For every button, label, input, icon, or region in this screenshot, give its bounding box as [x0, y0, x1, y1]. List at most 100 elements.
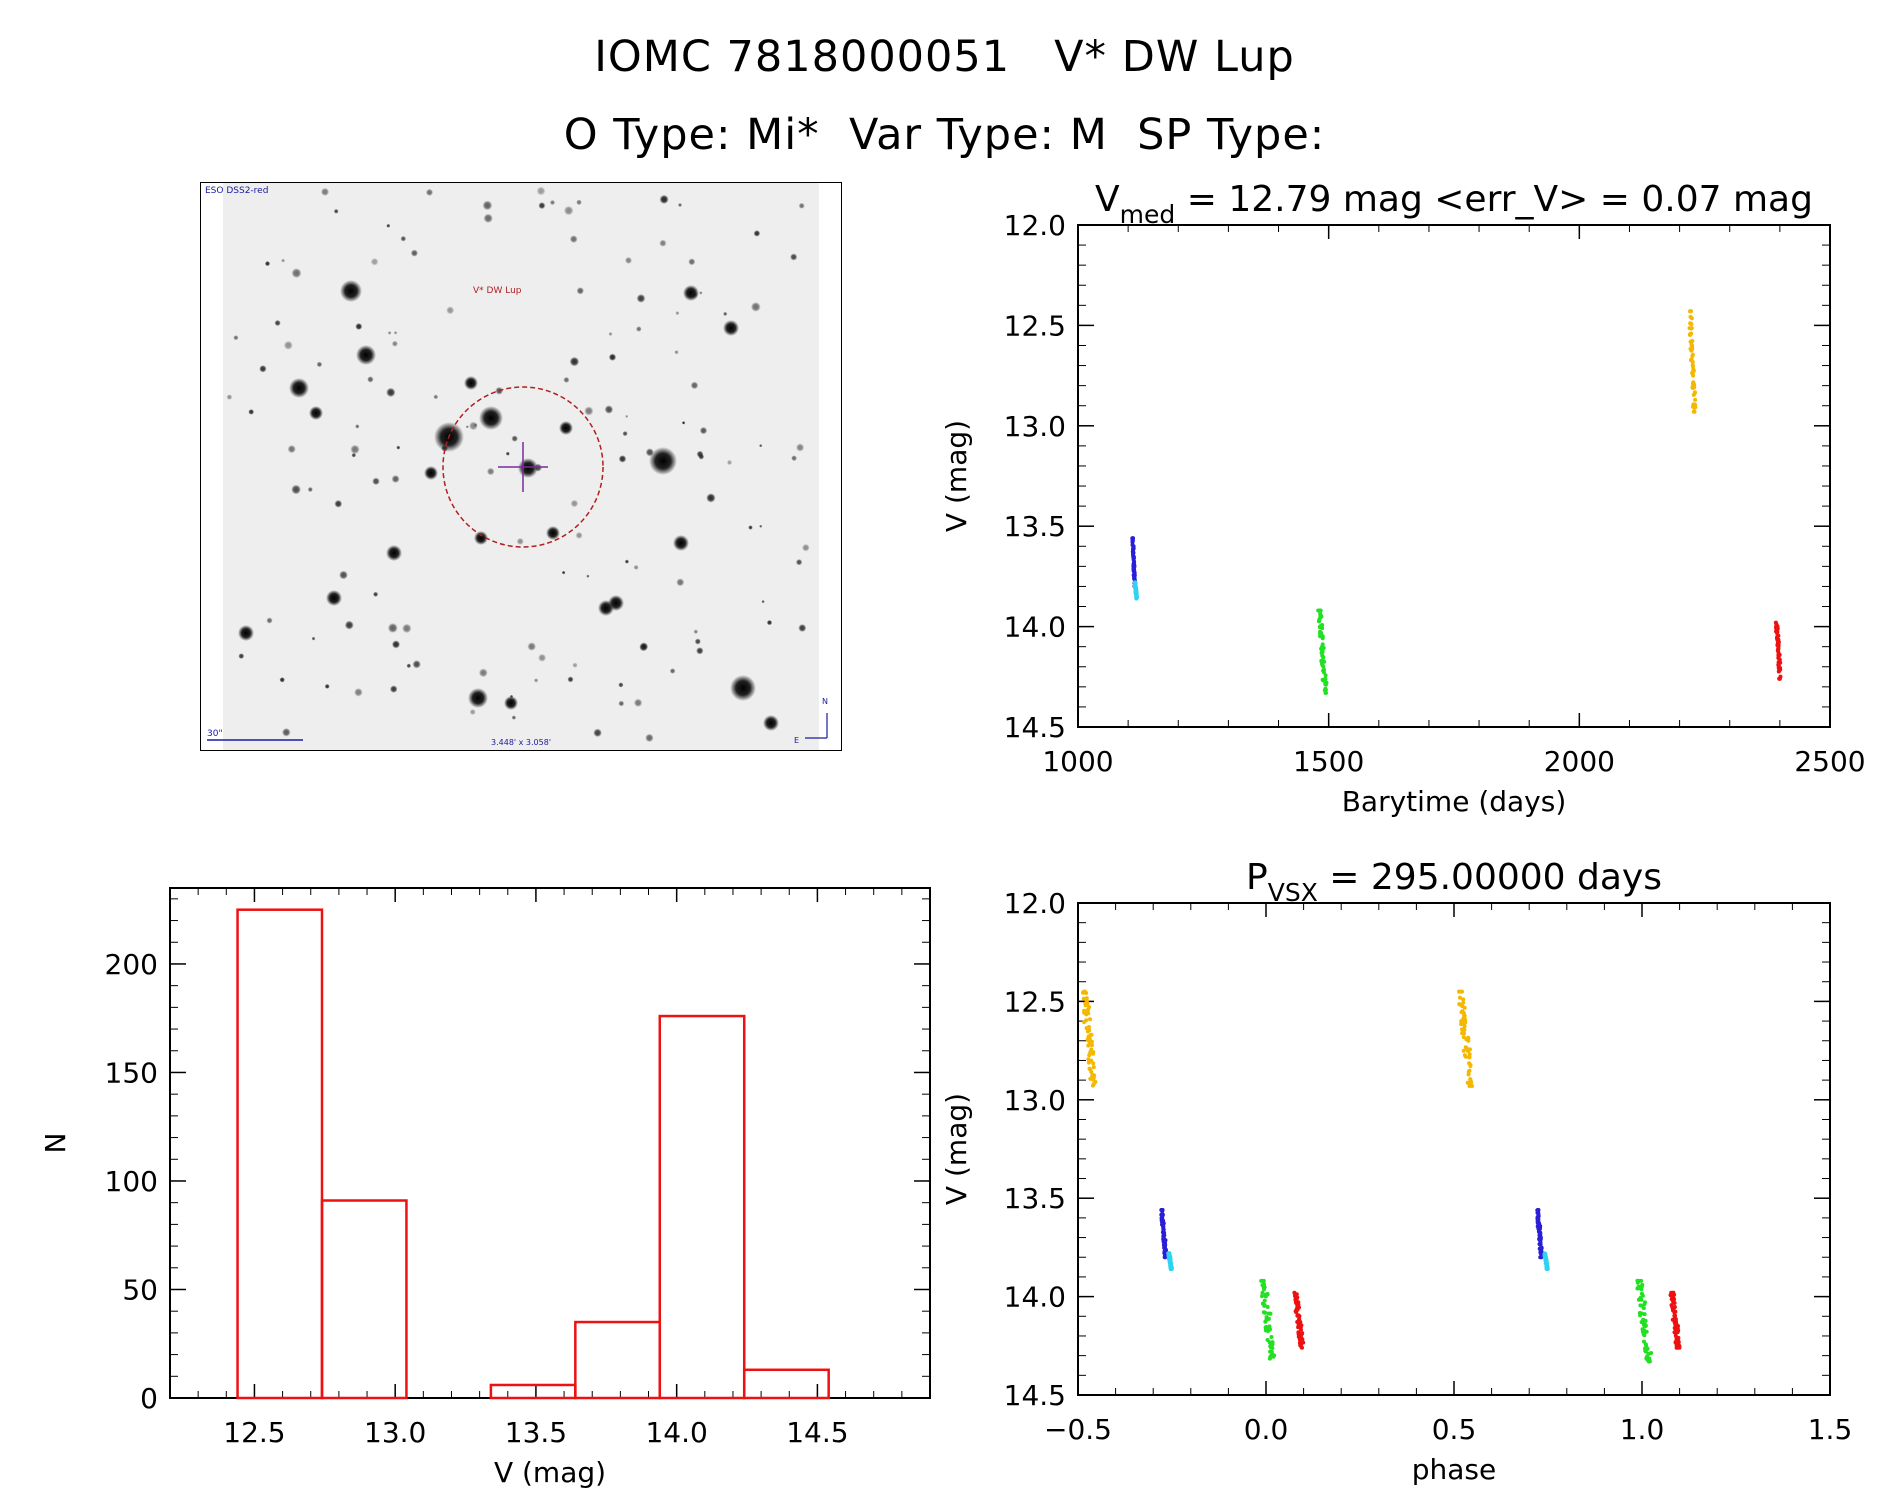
star: [367, 376, 374, 383]
star: [309, 406, 323, 420]
data-series: [1081, 989, 1098, 1088]
star: [527, 642, 536, 651]
data-point: [1688, 309, 1693, 314]
star: [391, 340, 398, 347]
data-point: [1470, 1084, 1474, 1088]
data-point: [1690, 343, 1695, 348]
data-point: [1323, 673, 1328, 678]
data-point: [1091, 1051, 1095, 1056]
data-point: [1088, 1076, 1093, 1081]
star: [291, 484, 301, 495]
data-point: [1084, 996, 1089, 1001]
x-tick-label: 1500: [1293, 745, 1364, 778]
data-point: [1689, 331, 1693, 336]
data-point: [1131, 555, 1136, 560]
star: [372, 477, 380, 486]
data-point: [1643, 1349, 1648, 1354]
y-tick-label: 100: [105, 1165, 158, 1198]
figure-title: IOMC 7818000051 V* DW Lup: [594, 32, 1295, 82]
star: [516, 537, 524, 545]
data-point: [1545, 1265, 1550, 1270]
data-point: [1676, 1340, 1681, 1345]
star: [673, 535, 689, 551]
data-point: [1320, 653, 1325, 658]
data-point: [1468, 1063, 1473, 1067]
data-point: [1162, 1249, 1167, 1254]
star: [696, 647, 704, 655]
data-point: [1132, 559, 1137, 564]
star: [575, 531, 583, 539]
data-point: [1777, 676, 1782, 681]
target-circle: [442, 386, 604, 548]
lightcurve-plot: 1000 1500 2000 2500 12.0 12.5 13.0 13.5 14.0 14.5…: [940, 179, 1866, 818]
star: [633, 698, 643, 707]
data-point: [1131, 550, 1136, 555]
data-series: [1773, 620, 1783, 681]
data-point: [1267, 1324, 1272, 1329]
data-series: [1542, 1251, 1550, 1271]
x-axis-label: Barytime (days): [1342, 785, 1567, 818]
x-tick-label: 1.0: [1620, 1413, 1665, 1446]
star: [536, 186, 546, 196]
data-point: [1090, 1073, 1095, 1078]
star: [354, 688, 363, 697]
star: [391, 475, 400, 483]
star: [636, 294, 646, 303]
data-point: [1538, 1251, 1543, 1256]
star: [289, 378, 309, 398]
star: [766, 619, 773, 626]
star: [538, 653, 547, 662]
data-point: [1323, 686, 1328, 691]
star: [608, 353, 617, 361]
data-point: [1295, 1313, 1300, 1318]
data-point: [1689, 348, 1694, 353]
data-point: [1082, 1008, 1087, 1013]
data-point: [1086, 1011, 1091, 1016]
data-point: [1457, 989, 1461, 994]
x-tick-label: 1000: [1042, 745, 1113, 778]
data-point: [1299, 1323, 1304, 1328]
x-tick-label: 13.0: [364, 1416, 426, 1449]
data-point: [1169, 1265, 1174, 1270]
data-point: [1269, 1349, 1274, 1354]
star: [576, 199, 582, 206]
star: [350, 444, 360, 455]
x-tick-label: 14.0: [645, 1416, 707, 1449]
data-point: [1089, 1058, 1094, 1063]
data-point: [1462, 1021, 1467, 1026]
x-axis-label: phase: [1412, 1453, 1497, 1486]
y-tick-label: 150: [105, 1056, 158, 1089]
data-point: [1673, 1317, 1678, 1322]
star: [690, 291, 698, 299]
data-point: [1089, 1070, 1094, 1074]
data-point: [1163, 1240, 1167, 1245]
star: [316, 361, 323, 368]
star: [478, 668, 488, 678]
star: [618, 682, 624, 688]
y-axis-label: V (mag): [940, 420, 973, 532]
star: [406, 663, 412, 669]
x-tick-label: 13.5: [505, 1416, 567, 1449]
star: [723, 311, 728, 316]
figure-subtitle: O Type: Mi* Var Type: M SP Type:: [563, 110, 1326, 160]
data-point: [1642, 1302, 1647, 1307]
phased-plot: −0.5 0.0 0.5 1.0 1.5 12.0 12.5 13.0 13.5 14.0 14.5…: [940, 857, 1852, 1486]
star: [690, 381, 699, 390]
star: [355, 323, 363, 330]
data-point: [1462, 1005, 1467, 1010]
data-point: [1262, 1310, 1267, 1315]
star: [576, 287, 584, 295]
data-point: [1536, 1212, 1541, 1217]
data-point: [1644, 1356, 1649, 1361]
star: [307, 486, 313, 493]
y-tick-label: 13.0: [1004, 1084, 1066, 1117]
data-point: [1458, 995, 1462, 1000]
star: [763, 715, 779, 731]
star: [533, 678, 539, 683]
star: [402, 623, 412, 634]
data-point: [1259, 1278, 1264, 1283]
scale-label: 30": [207, 729, 223, 739]
data-point: [1132, 564, 1137, 569]
x-tick-label: 0.5: [1432, 1413, 1477, 1446]
plot-title-rest: = 295.00000 days: [1318, 857, 1662, 898]
